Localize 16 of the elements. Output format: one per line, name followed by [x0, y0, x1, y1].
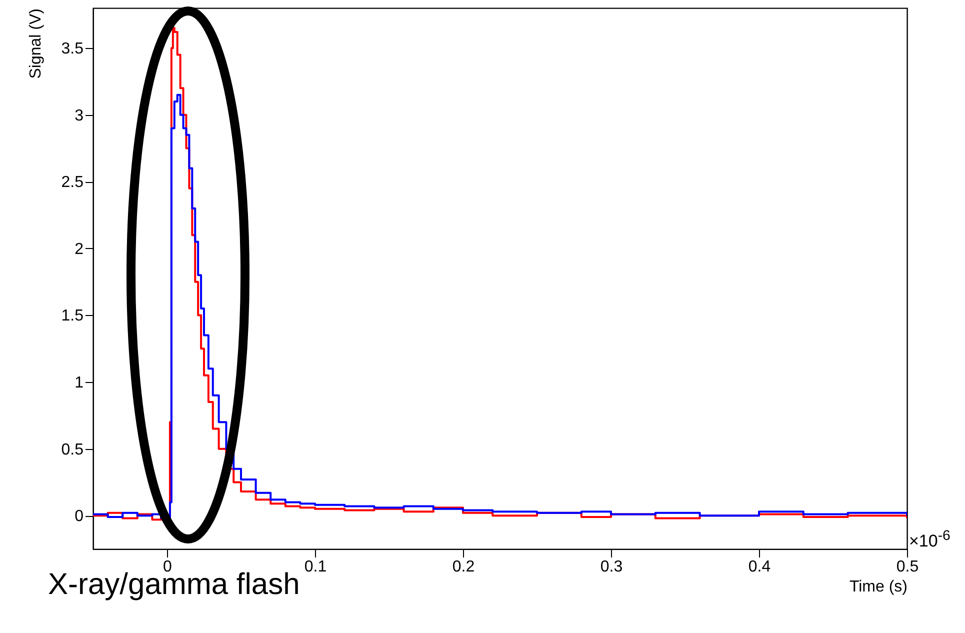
text: ×10$^{-6}$ — [909, 528, 950, 552]
x-axis-title: Time (s) — [849, 578, 908, 596]
y-tick-label: 2 — [74, 240, 84, 258]
y-tick-label: 1.5 — [61, 308, 84, 325]
y-tick-label: 0.5 — [61, 441, 84, 458]
x-tick-label: 0.5 — [896, 558, 919, 576]
x-tick-label: 0.3 — [600, 558, 623, 576]
x-tick-label: 0.4 — [748, 558, 771, 576]
y-axis-title: Signal (V) — [27, 8, 44, 79]
x-tick-label: 0.2 — [452, 558, 475, 576]
y-tick-label: 3.5 — [61, 40, 84, 58]
y-tick-label: 0 — [74, 508, 84, 526]
x-tick-label: 0.1 — [304, 558, 327, 576]
y-tick-label: 2.5 — [61, 174, 84, 192]
y-tick-label: 1 — [74, 374, 84, 392]
y-tick-label: 3 — [74, 107, 84, 124]
